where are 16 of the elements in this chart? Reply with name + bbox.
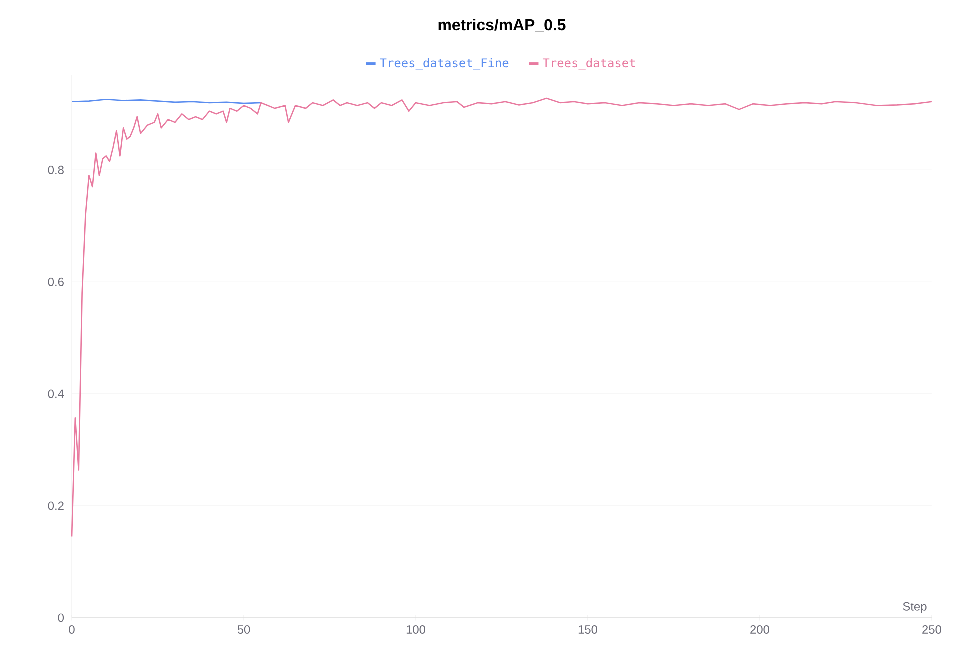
legend-label: Trees_dataset_Fine bbox=[380, 58, 509, 70]
chart-title: metrics/mAP_0.5 bbox=[438, 18, 566, 32]
x-tick-label: 250 bbox=[922, 625, 942, 634]
line-series bbox=[71, 98, 933, 538]
legend-label: Trees_dataset bbox=[542, 58, 636, 70]
y-tick-label: 0.4 bbox=[48, 390, 64, 398]
y-tick-label: 0 bbox=[58, 614, 64, 622]
y-tick-label: 0.2 bbox=[48, 502, 64, 510]
x-tick-label: 150 bbox=[578, 625, 598, 634]
x-tick-label: 50 bbox=[238, 625, 250, 634]
x-tick-label: 100 bbox=[406, 625, 426, 634]
x-tick-label: 200 bbox=[750, 625, 770, 634]
y-tick-label: 0.6 bbox=[48, 278, 64, 286]
x-tick-label: 0 bbox=[69, 625, 75, 634]
y-tick-label: 0.8 bbox=[48, 166, 64, 174]
x-axis-title: Step bbox=[903, 602, 927, 614]
